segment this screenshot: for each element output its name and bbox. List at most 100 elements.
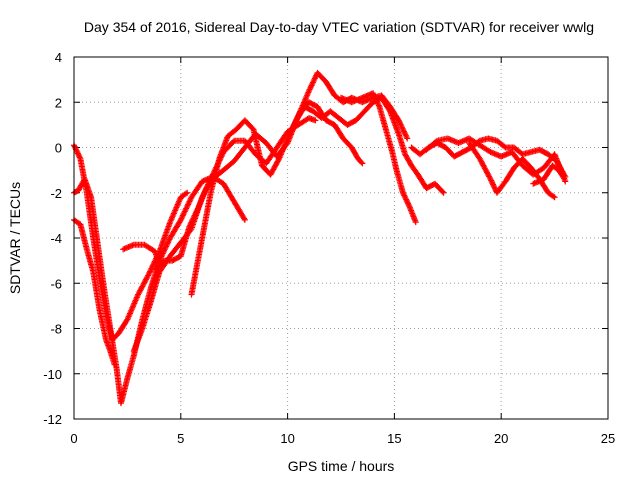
x-tick-label: 15	[387, 431, 401, 446]
data-point	[75, 151, 82, 158]
data-point	[370, 91, 377, 98]
plot-frame	[73, 56, 609, 420]
data-point	[358, 159, 365, 166]
data-point	[294, 115, 301, 122]
data-point	[490, 181, 497, 188]
data-point	[73, 147, 80, 154]
data-point	[402, 132, 409, 139]
data-point	[309, 80, 316, 87]
y-axis-title: SDTVAR / TECUs	[7, 182, 23, 294]
data-point	[374, 99, 381, 106]
data-point	[403, 134, 410, 141]
y-tick-label: 4	[55, 50, 62, 65]
y-tick-label: -6	[50, 276, 62, 291]
data-point	[398, 122, 405, 129]
data-point	[294, 113, 301, 120]
data-point	[305, 87, 312, 94]
data-point	[398, 124, 405, 131]
data-point	[289, 125, 296, 132]
data-point	[559, 172, 566, 179]
data-point	[562, 178, 569, 185]
series-track-13	[530, 162, 567, 187]
data-point	[74, 149, 81, 156]
data-point	[375, 101, 382, 108]
data-point	[432, 138, 439, 145]
data-point	[312, 117, 319, 124]
data-point	[291, 120, 298, 127]
data-point	[192, 209, 199, 216]
data-point	[403, 197, 410, 204]
data-point	[193, 208, 200, 215]
data-point	[292, 119, 299, 126]
data-point	[400, 128, 407, 135]
data-point	[285, 134, 292, 141]
series-track-2	[71, 216, 118, 368]
series-track-8	[288, 99, 366, 167]
data-point	[405, 201, 412, 208]
data-point	[187, 222, 194, 229]
data-point	[397, 121, 404, 128]
y-tick-label: 2	[55, 95, 62, 110]
data-point	[76, 153, 83, 160]
data-point	[290, 123, 297, 130]
data-point	[490, 182, 497, 189]
data-point	[386, 107, 393, 114]
data-point	[76, 154, 83, 161]
data-point	[190, 215, 197, 222]
data-point	[310, 78, 317, 85]
data-point	[501, 143, 508, 150]
data-point	[307, 83, 314, 90]
data-point	[488, 177, 495, 184]
x-tick-label: 0	[70, 431, 77, 446]
data-point	[412, 219, 419, 226]
data-point	[288, 126, 295, 133]
data-point	[309, 79, 316, 86]
data-point	[400, 127, 407, 134]
data-point	[560, 173, 567, 180]
data-point	[399, 189, 406, 196]
data-point	[401, 129, 408, 136]
data-point	[296, 111, 303, 118]
data-point	[440, 189, 447, 196]
data-point	[187, 220, 194, 227]
x-axis-title: GPS time / hours	[288, 458, 395, 474]
data-point	[190, 213, 197, 220]
y-tick-label: -8	[50, 322, 62, 337]
data-point	[284, 135, 291, 142]
y-tick-label: 0	[55, 141, 62, 156]
x-tick-label: 5	[177, 431, 184, 446]
x-tick-label: 20	[494, 431, 508, 446]
data-point	[285, 132, 292, 139]
data-point	[371, 92, 378, 99]
data-point	[295, 112, 302, 119]
x-tick-label: 10	[280, 431, 294, 446]
data-point	[307, 85, 314, 92]
data-point	[182, 190, 189, 197]
x-tick-label: 25	[601, 431, 615, 446]
data-point	[371, 94, 378, 101]
data-point	[308, 82, 315, 89]
data-point	[72, 144, 79, 151]
data-point	[400, 191, 407, 198]
data-point	[311, 76, 318, 83]
data-point	[373, 96, 380, 103]
data-point	[290, 122, 297, 129]
data-point	[550, 193, 557, 200]
data-point	[405, 200, 412, 207]
data-point	[74, 150, 81, 157]
data-point	[402, 131, 409, 138]
data-point	[292, 118, 299, 125]
data-point	[275, 157, 282, 164]
data-point	[188, 219, 195, 226]
data-point	[402, 195, 409, 202]
data-point	[439, 188, 446, 195]
data-point	[287, 129, 294, 136]
data-point	[194, 206, 201, 213]
data-point	[487, 176, 494, 183]
data-point	[311, 75, 318, 82]
data-point	[486, 174, 493, 181]
data-point	[375, 102, 382, 109]
series-track-9	[338, 90, 419, 226]
